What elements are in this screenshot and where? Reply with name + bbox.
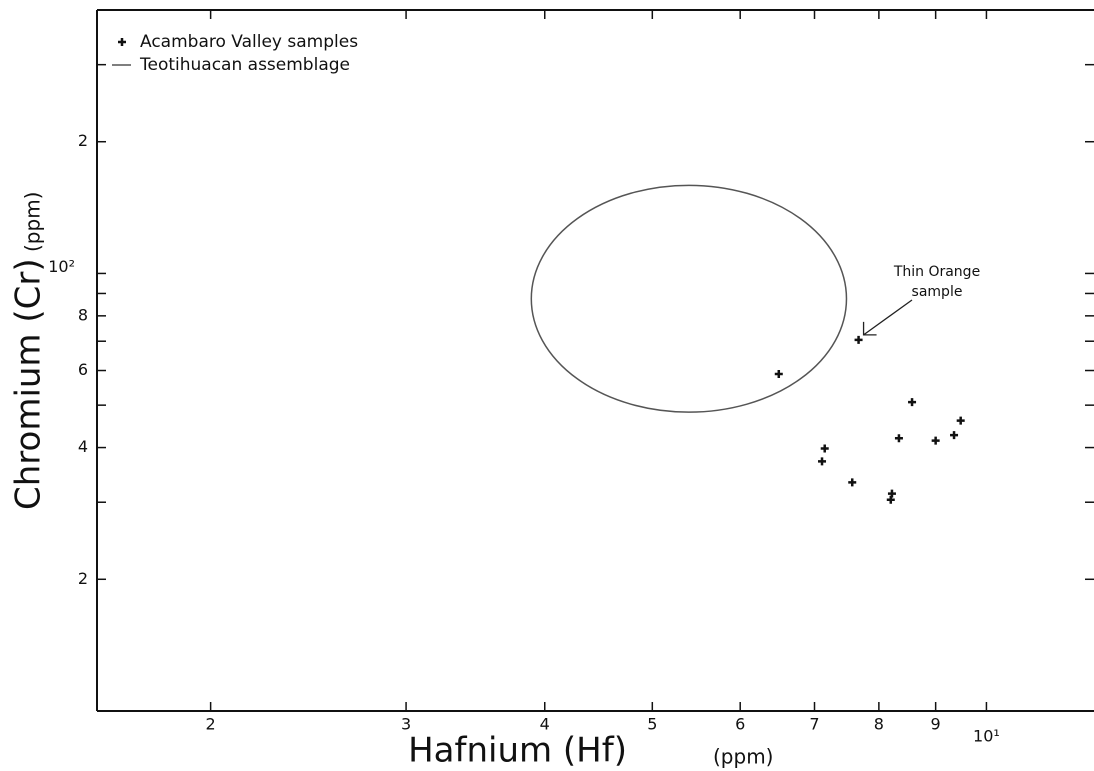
sample-point	[956, 416, 965, 425]
y-axis-label-group: Chromium (Cr) (ppm)	[9, 192, 49, 510]
y-tick-label: 2	[78, 131, 88, 150]
sample-point	[820, 444, 829, 453]
sample-point	[848, 478, 857, 487]
sample-point	[886, 495, 895, 504]
legend-marker	[118, 38, 126, 46]
x-tick-label: 5	[647, 715, 657, 734]
x-tick-label: 10¹	[973, 727, 1000, 746]
x-tick-label: 9	[931, 715, 941, 734]
y-axis-label: Chromium (Cr)	[9, 258, 49, 510]
y-tick-label: 4	[78, 437, 88, 456]
annotation-text: sample	[912, 284, 963, 300]
y-tick-label: 8	[78, 305, 88, 324]
x-axis-unit: (ppm)	[713, 745, 773, 769]
x-tick-label: 8	[874, 715, 884, 734]
y-axis-unit: (ppm)	[21, 192, 45, 252]
x-axis-label: Hafnium (Hf)	[408, 731, 627, 771]
x-tick-label: 7	[809, 715, 819, 734]
y-tick-label: 10²	[48, 257, 75, 276]
sample-point	[950, 431, 959, 440]
x-tick-label: 4	[540, 715, 550, 734]
sample-point	[931, 436, 940, 445]
x-tick-label: 2	[206, 715, 216, 734]
legend-label: Acambaro Valley samples	[140, 32, 358, 52]
annotation-arrow	[862, 299, 913, 336]
y-tick-label: 2	[78, 569, 88, 588]
sample-point	[894, 434, 903, 443]
sample-point	[908, 398, 917, 407]
annotation-text: Thin Orange	[893, 264, 980, 280]
y-tick-label: 6	[78, 360, 88, 379]
legend-label: Teotihuacan assemblage	[139, 55, 350, 75]
assemblage-ellipse	[530, 184, 848, 413]
sample-point	[774, 370, 783, 379]
sample-point	[818, 457, 827, 466]
sample-point	[854, 335, 863, 344]
x-tick-label: 6	[735, 715, 745, 734]
x-tick-label: 3	[401, 715, 411, 734]
